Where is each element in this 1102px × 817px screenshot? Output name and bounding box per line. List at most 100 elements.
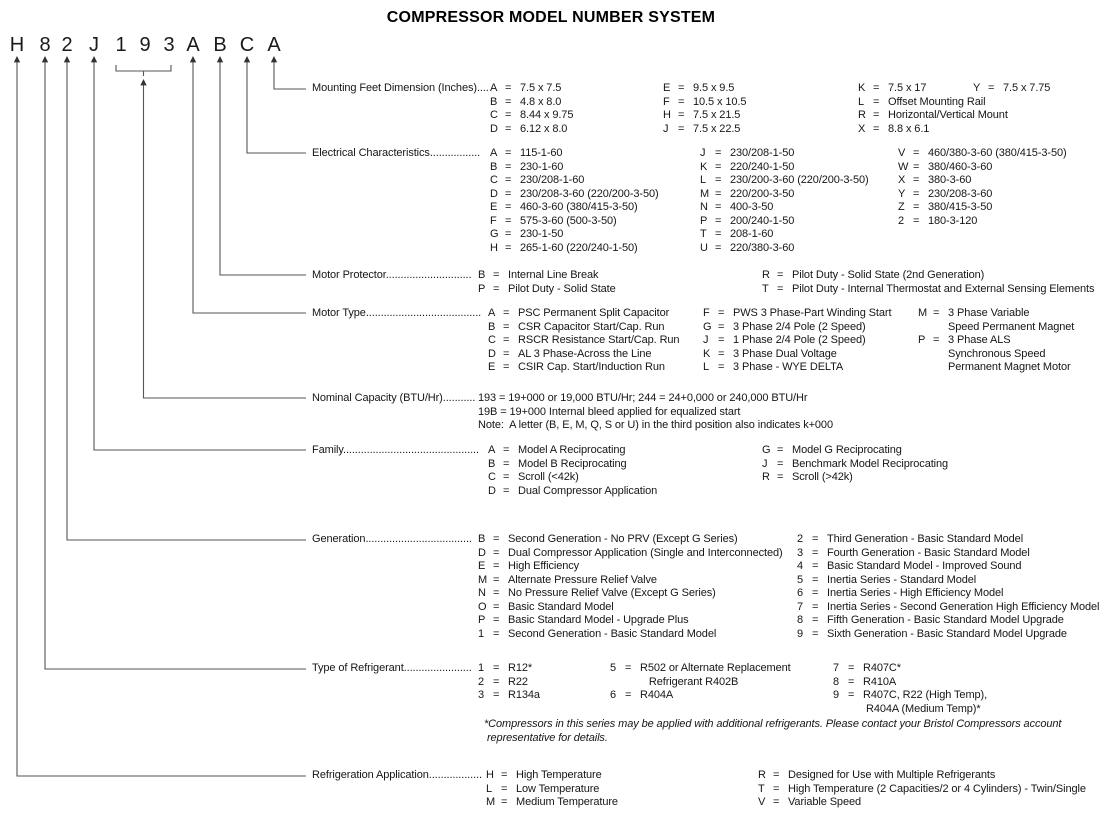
entry-equals: = xyxy=(505,147,512,159)
entry-value: Pilot Duty - Internal Thermostat and Ext… xyxy=(792,282,1095,295)
section-column: E = 9.5 x 9.5 F = 10.5 x 10.5 H = 7.5 x 21.5 J = 7.… xyxy=(663,82,746,136)
entry-key: F xyxy=(663,95,670,108)
entry-value: R407C* xyxy=(863,662,901,674)
entry-equals: = xyxy=(505,174,512,186)
code-entry: F = PWS 3 Phase-Part Winding Start xyxy=(703,307,892,321)
code-entry: B = Second Generation - No PRV (Except G S… xyxy=(478,533,738,547)
arrow-up-icon xyxy=(41,56,49,63)
code-entry: L = Low Temperature xyxy=(486,783,599,797)
section-column: A = PSC Permanent Split Capacitor B = CSR Cap… xyxy=(488,307,680,375)
model-char: 8 xyxy=(39,34,51,56)
entry-value: 380/415-3-50 xyxy=(928,201,993,213)
entry-equals: = xyxy=(501,796,508,808)
entry-value: 230/208-1-60 xyxy=(520,174,585,186)
entry-key: 7 xyxy=(833,662,840,674)
entry-value: R407C, R22 (High Temp), R404A (Medium Te… xyxy=(863,689,988,715)
entry-equals: = xyxy=(933,307,940,319)
entry-value: 7.5 x 17 xyxy=(888,82,927,94)
code-entry: P = Basic Standard Model - Upgrade Plus xyxy=(478,614,689,628)
entry-equals: = xyxy=(777,457,784,470)
connector-nominal-capacity xyxy=(142,84,306,399)
entry-value: 10.5 x 10.5 xyxy=(693,95,747,108)
code-entry: K = 3 Phase Dual Voltage xyxy=(703,348,837,362)
entry-equals: = xyxy=(493,662,500,674)
model-char: A xyxy=(267,34,281,56)
refrigerant-footnote: *Compressors in this series may be appli… xyxy=(484,718,1062,744)
entry-key: D xyxy=(488,484,496,497)
entry-equals: = xyxy=(715,187,722,200)
entry-value: Inertia Series - High Efficiency Model xyxy=(827,587,1004,599)
entry-equals: = xyxy=(777,471,784,483)
connector-generation xyxy=(66,61,306,541)
entry-key: T xyxy=(700,228,707,240)
entry-equals: = xyxy=(812,600,819,613)
section-label-text: Mounting Feet Dimension (Inches) xyxy=(312,82,477,94)
section-column: 1 = R12* 2 = R22 3 = R134a xyxy=(478,662,540,703)
entry-value: 575-3-60 (500-3-50) xyxy=(520,214,617,227)
entry-equals: = xyxy=(493,689,500,701)
entry-equals: = xyxy=(715,160,722,173)
code-entry: V = Variable Speed xyxy=(758,796,861,810)
entry-value: AL 3 Phase-Across the Line xyxy=(518,347,652,360)
entry-key: A xyxy=(488,444,496,456)
code-entry: H = 7.5 x 21.5 xyxy=(663,109,740,123)
entry-key: W xyxy=(898,160,909,173)
entry-equals: = xyxy=(503,444,510,456)
entry-value: R502 or Alternate Replacement Refrigeran… xyxy=(640,662,791,688)
section-label-text: Refrigeration Application xyxy=(312,769,429,781)
entry-equals: = xyxy=(715,214,722,227)
section-label: Electrical Characteristics..............… xyxy=(312,147,480,161)
entry-key: A xyxy=(490,82,498,94)
entry-value: Basic Standard Model - Upgrade Plus xyxy=(508,614,689,626)
entry-key: J xyxy=(703,334,709,346)
section-column: F = PWS 3 Phase-Part Winding Start G = 3 Phas… xyxy=(703,307,892,375)
code-entry: A = 115-1-60 xyxy=(490,147,563,161)
entry-key: 2 xyxy=(478,675,485,688)
entry-key: V xyxy=(758,796,766,808)
dot-leader: .................. xyxy=(428,769,482,781)
model-char: 1 xyxy=(115,34,127,56)
connector-electrical-characteristics xyxy=(246,61,306,154)
entry-value: R404A xyxy=(640,689,674,701)
entry-key: D xyxy=(488,347,496,360)
code-entry: D = Dual Compressor Application xyxy=(488,485,657,499)
entry-key: 2 xyxy=(797,533,804,545)
entry-value: 8.44 x 9.75 xyxy=(520,109,574,121)
code-entry: X = 8.8 x 6.1 xyxy=(858,123,929,137)
entry-equals: = xyxy=(715,241,722,254)
entry-value: CSIR Cap. Start/Induction Run xyxy=(518,361,665,373)
entry-value: Inertia Series - Standard Model xyxy=(827,573,977,586)
entry-key: A xyxy=(488,307,496,319)
entry-value: 1 Phase 2/4 Pole (2 Speed) xyxy=(733,334,866,346)
section-column: A = Model A Reciprocating B = Model B Recipro… xyxy=(488,444,657,498)
capacity-line: 193 = 19+000 or 19,000 BTU/Hr; 244 = 24+… xyxy=(478,392,808,404)
section-column: M = 3 Phase Variable Speed Permanent Magne… xyxy=(918,307,1074,375)
entry-key: D xyxy=(490,187,498,200)
entry-equals: = xyxy=(503,320,510,333)
entry-key: P xyxy=(478,614,486,626)
code-entry: L = Offset Mounting Rail xyxy=(858,96,986,110)
entry-key: F xyxy=(490,214,497,227)
entry-value: 3 Phase Dual Voltage xyxy=(733,347,837,360)
code-entry: 5 = R502 or Alternate Replacement Refriger… xyxy=(610,662,791,689)
page-title: COMPRESSOR MODEL NUMBER SYSTEM xyxy=(386,9,716,26)
entry-equals: = xyxy=(718,334,725,346)
model-char: 9 xyxy=(139,34,151,56)
entry-value: 3 Phase 2/4 Pole (2 Speed) xyxy=(733,320,866,333)
entry-key: Y xyxy=(973,82,981,94)
section-column: H = High Temperature L = Low Temperature M = Med… xyxy=(486,769,618,810)
entry-equals: = xyxy=(678,109,685,121)
connector-motor-type xyxy=(192,61,306,314)
entry-value: Second Generation - No PRV (Except G Ser… xyxy=(508,533,738,545)
entry-value: Model A Reciprocating xyxy=(518,444,626,456)
code-entry: Y = 230/208-3-60 xyxy=(898,188,992,202)
code-entry: 8 = R410A xyxy=(833,676,896,690)
entry-key: E xyxy=(478,560,486,572)
entry-equals: = xyxy=(503,484,510,497)
code-entry: 2 = 180-3-120 xyxy=(898,215,977,229)
entry-equals: = xyxy=(812,573,819,586)
code-entry: L = 230/200-3-60 (220/200-3-50) xyxy=(700,174,869,188)
entry-key: U xyxy=(700,241,708,254)
code-entry: R = Designed for Use with Multiple Refrige… xyxy=(758,769,995,783)
